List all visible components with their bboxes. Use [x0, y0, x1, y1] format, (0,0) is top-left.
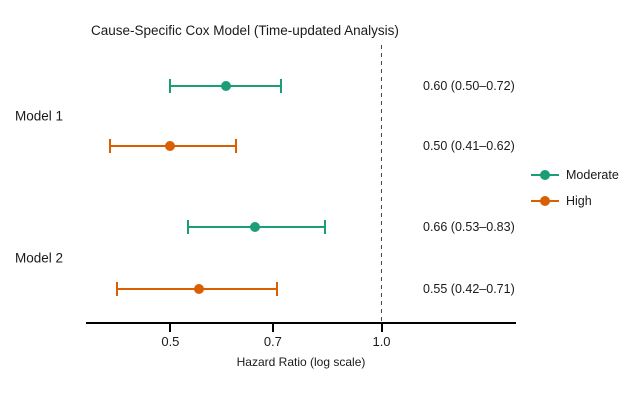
x-axis-label: Hazard Ratio (log scale)	[236, 355, 366, 369]
estimate-label: 0.66 (0.53–0.83)	[423, 220, 515, 234]
ci-cap-low	[108, 139, 111, 153]
ci-cap-high	[234, 139, 237, 153]
estimate-label: 0.60 (0.50–0.72)	[423, 79, 515, 93]
ci-cap-low	[116, 282, 119, 296]
x-axis-tick-label: 1.0	[372, 334, 391, 349]
x-axis-tick-label: 0.7	[263, 334, 282, 349]
legend-item-label: Moderate	[566, 168, 619, 182]
legend-marker-dot	[540, 196, 550, 206]
x-axis-tick	[169, 324, 172, 332]
estimate-point	[194, 284, 205, 294]
group-label: Model 2	[15, 250, 64, 266]
ci-cap-high	[276, 282, 279, 296]
x-axis-tick	[380, 324, 383, 332]
estimate-point	[249, 222, 260, 232]
ci-cap-low	[187, 220, 190, 234]
ci-cap-high	[323, 220, 326, 234]
ci-cap-high	[280, 79, 283, 93]
reference-line	[380, 45, 383, 323]
x-axis-tick	[271, 324, 274, 332]
ci-cap-low	[169, 79, 172, 93]
estimate-point	[165, 141, 176, 151]
legend-marker-dot	[540, 170, 550, 180]
estimate-label: 0.50 (0.41–0.62)	[423, 139, 515, 153]
legend-item-label: High	[566, 194, 592, 208]
x-axis-line	[86, 322, 516, 325]
estimate-point	[220, 81, 231, 91]
chart-title: Cause-Specific Cox Model (Time-updated A…	[91, 23, 399, 38]
group-label: Model 1	[15, 108, 64, 124]
x-axis-tick-label: 0.5	[161, 334, 180, 349]
estimate-label: 0.55 (0.42–0.71)	[423, 282, 515, 296]
